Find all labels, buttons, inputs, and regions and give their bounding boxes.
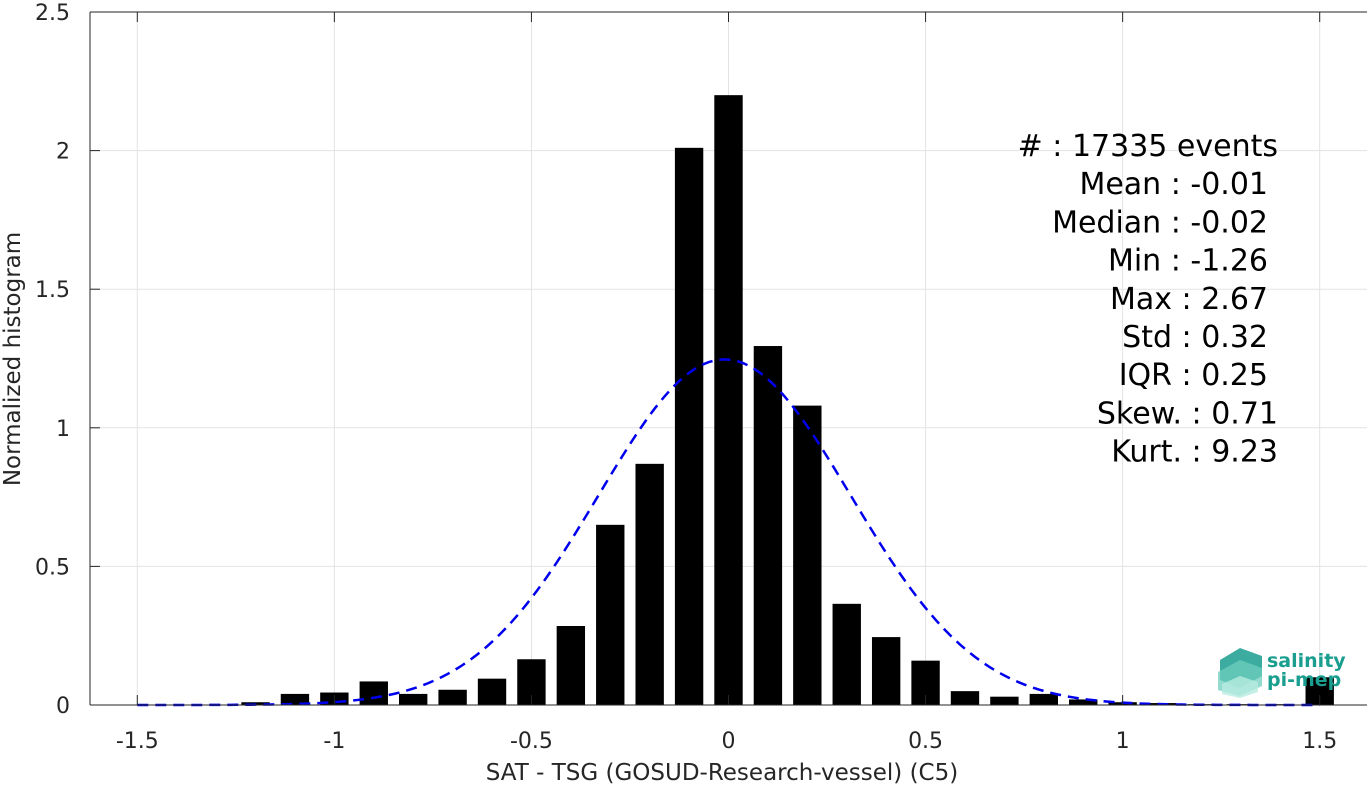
x-tick-label: -0.5	[510, 729, 553, 754]
y-tick-label: 0	[56, 694, 70, 719]
logo-text-pi-mep: pi-mep	[1267, 669, 1341, 691]
stat-line: IQR : 0.25	[1119, 358, 1268, 393]
y-tick-label: 1.5	[35, 278, 70, 303]
stat-line: Skew. : 0.71	[1097, 396, 1278, 431]
histogram-bar	[1029, 693, 1058, 705]
histogram-bar	[714, 95, 743, 705]
histogram-bar	[871, 637, 901, 705]
y-tick-label: 1	[56, 417, 70, 442]
x-tick-label: 0.5	[908, 729, 943, 754]
x-tick-label: -1	[323, 729, 345, 754]
histogram-bar	[990, 696, 1019, 705]
histogram-bar	[674, 147, 704, 705]
histogram-bar	[556, 625, 586, 705]
histogram-bar	[950, 691, 980, 705]
stat-line: Median : -0.02	[1052, 205, 1268, 240]
x-tick-labels: -1.5 -1 -0.5 0 0.5 1 1.5	[116, 729, 1337, 754]
histogram-bar	[359, 681, 388, 705]
y-tick-label: 2	[56, 140, 70, 165]
stat-line: Std : 0.32	[1122, 320, 1268, 355]
histogram-bar	[793, 405, 822, 705]
x-tick-label: 1.5	[1302, 729, 1337, 754]
histogram-bar	[477, 678, 507, 705]
histogram-bar	[438, 689, 467, 705]
stat-line: # : 17335 events	[1018, 129, 1278, 164]
y-tick-label: 2.5	[35, 1, 70, 26]
histogram-bar	[635, 463, 664, 705]
axes-frame	[89, 11, 1367, 706]
logo-emblem-icon	[1218, 648, 1262, 698]
y-tick-label: 0.5	[35, 555, 70, 580]
logo-text-salinity: salinity	[1267, 650, 1346, 672]
x-axis-label: SAT - TSG (GOSUD-Research-vessel) (C5)	[486, 760, 958, 785]
x-tick-label: -1.5	[116, 729, 159, 754]
stat-line: Min : -1.26	[1108, 244, 1268, 279]
histogram-bar	[1069, 699, 1098, 705]
stat-line: Mean : -0.01	[1079, 167, 1268, 202]
histogram-bar	[280, 693, 310, 705]
histogram-bar	[753, 346, 783, 705]
stat-line: Kurt. : 9.23	[1111, 435, 1278, 470]
salinity-pi-mep-logo: salinity pi-mep	[1218, 648, 1346, 698]
histogram-bar	[596, 524, 625, 705]
histogram-bars	[241, 95, 1334, 705]
x-tick-label: 1	[1116, 729, 1130, 754]
y-axis-label: Normalized histogram	[0, 232, 26, 486]
stat-line: Max : 2.67	[1110, 282, 1268, 317]
x-tick-label: 0	[722, 729, 736, 754]
histogram-bar	[399, 693, 428, 705]
histogram-bar	[832, 603, 861, 705]
y-tick-labels: 0 0.5 1 1.5 2 2.5	[35, 1, 70, 719]
